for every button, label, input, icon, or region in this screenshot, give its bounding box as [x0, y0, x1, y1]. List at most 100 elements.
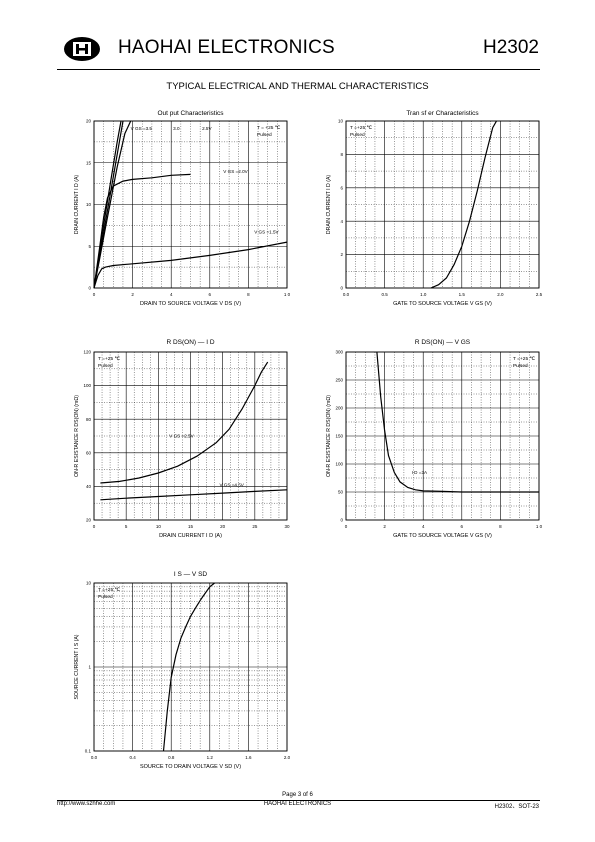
plot-frame	[93, 120, 288, 289]
note-label: T =+25 ℃	[513, 356, 535, 362]
y-tick-label: 10	[338, 119, 344, 124]
footer-rule	[57, 800, 540, 801]
series-line	[93, 241, 288, 289]
y-axis-label: ON-R ESISTANCE R DS(ON) (mΩ)	[326, 395, 332, 477]
y-tick-label: 80	[86, 417, 92, 422]
page-number: Page 3 of 6	[282, 792, 313, 798]
series-line	[93, 120, 132, 289]
x-tick-label: 0	[93, 292, 96, 297]
chart-transfer: 0.0 0.5 1.0 1.5 2.0 2.5 0 2 4 6 8 10 GATE TO SOURCE …	[326, 110, 543, 307]
section-title: TYPICAL ELECTRICAL AND THERMAL CHARACTER…	[166, 81, 429, 92]
footer-part: H2302、SOT-23	[494, 804, 539, 810]
y-tick-label: 250	[335, 378, 343, 383]
chart-title: I S — V SD	[174, 571, 208, 578]
x-tick-label: 15	[188, 524, 194, 529]
x-tick-label: 1 0	[536, 524, 543, 529]
chart-rds-id: 0 5 10 15 20 25 30 20 40 60 80 100 120 DRAIN CURRENT …	[74, 339, 290, 539]
series-label: V GS =4.5V	[219, 482, 244, 487]
y-tick-label: 150	[335, 434, 343, 439]
x-axis-label: DRAIN TO SOURCE VOLTAGE V DS (V)	[140, 301, 241, 307]
y-tick-label: 6	[340, 185, 343, 190]
x-tick-label: 25	[252, 524, 258, 529]
series-label: V GS =2.0V	[223, 169, 248, 174]
y-tick-label: 120	[83, 350, 91, 355]
x-tick-label: 30	[284, 524, 290, 529]
part-number: H2302	[483, 37, 539, 58]
x-tick-label: 5	[125, 524, 128, 529]
note-label: Pulsed	[98, 363, 113, 369]
y-tick-label: 8	[340, 152, 343, 157]
x-axis-label: DRAIN CURRENT I D (A)	[159, 533, 222, 539]
y-tick-label: 2	[340, 252, 343, 257]
haohai-logo	[64, 37, 100, 61]
y-tick-label: 10	[86, 202, 92, 207]
x-tick-label: 1.2	[207, 755, 214, 760]
x-tick-label: 1.6	[245, 755, 252, 760]
y-tick-label: 4	[340, 219, 343, 224]
footer-company: HAOHAI ELECTRONICS	[263, 801, 332, 807]
company-name: HAOHAI ELECTRONICS	[118, 37, 335, 58]
x-tick-label: 0	[93, 524, 96, 529]
series-label: I D =3A	[412, 470, 428, 475]
plot-frame	[93, 582, 288, 752]
x-axis-label: SOURCE TO DRAIN VOLTAGE V SD (V)	[140, 764, 241, 770]
y-tick-label: 60	[86, 450, 92, 455]
series-line	[93, 120, 124, 289]
x-tick-label: 8	[247, 292, 250, 297]
y-axis-label: DRAIN CURRENT I D (A)	[74, 175, 80, 235]
x-tick-label: 8	[499, 524, 502, 529]
series-label: 2.5V	[202, 126, 212, 131]
x-axis-label: GATE TO SOURCE VOLTAGE V GS (V)	[393, 533, 492, 539]
x-tick-label: 2.5	[536, 292, 543, 297]
y-tick-label: 15	[86, 160, 92, 165]
y-tick-label: 50	[338, 490, 344, 495]
y-tick-label: 10	[86, 581, 92, 586]
x-tick-label: 1 0	[284, 292, 291, 297]
series-line	[162, 582, 215, 752]
x-tick-label: 4	[422, 524, 425, 529]
x-tick-label: 20	[220, 524, 226, 529]
y-tick-label: 0	[340, 518, 343, 523]
x-tick-label: 0.5	[381, 292, 388, 297]
x-tick-label: 2	[131, 292, 134, 297]
note-label: Pulsed	[350, 132, 365, 138]
x-tick-label: 0	[345, 524, 348, 529]
series-label: V GS =2.5V	[169, 434, 194, 439]
y-tick-label: 0	[88, 286, 91, 291]
note-label: Pulsed	[98, 594, 113, 600]
y-tick-label: 20	[86, 518, 92, 523]
y-axis-label: DRAIN CURRENT I D (A)	[326, 175, 332, 235]
y-axis-label: ON-R ESISTANCE R DS(ON) (mΩ)	[74, 395, 80, 477]
note-label: T =+25 ℃	[98, 587, 120, 593]
x-tick-label: 2.0	[284, 755, 291, 760]
header-rule	[57, 69, 540, 70]
x-tick-label: 6	[209, 292, 212, 297]
series-line	[376, 351, 539, 493]
series-line	[100, 361, 269, 484]
note-label: Pulsed	[513, 363, 528, 369]
x-axis-label: GATE TO SOURCE VOLTAGE V GS (V)	[393, 301, 492, 307]
note-label: Pulsed	[257, 132, 272, 138]
footer-url[interactable]: http://www.szhhe.com	[57, 801, 116, 807]
chart-title: Out put Characteristics	[157, 110, 224, 117]
note-label: T =+25 ℃	[98, 356, 120, 362]
y-tick-label: 0	[340, 286, 343, 291]
chart-title: R DS(ON) — I D	[166, 339, 214, 346]
x-tick-label: 2	[383, 524, 386, 529]
chart-title: R DS(ON) — V GS	[415, 339, 471, 346]
x-tick-label: 2.0	[497, 292, 504, 297]
x-tick-label: 0.0	[91, 755, 98, 760]
series-label: 3.0	[173, 126, 180, 131]
y-axis-label: SOURCE CURRENT I S (A)	[74, 634, 80, 699]
x-tick-label: 0.8	[168, 755, 175, 760]
note-label: T = +25 ℃	[257, 125, 281, 131]
y-tick-label: 1	[88, 665, 91, 670]
x-tick-label: 0.0	[343, 292, 350, 297]
series-line	[100, 489, 288, 501]
y-tick-label: 300	[335, 350, 343, 355]
y-tick-label: 200	[335, 406, 343, 411]
y-tick-label: 100	[83, 383, 91, 388]
note-label: T =+25 ℃	[350, 125, 372, 131]
